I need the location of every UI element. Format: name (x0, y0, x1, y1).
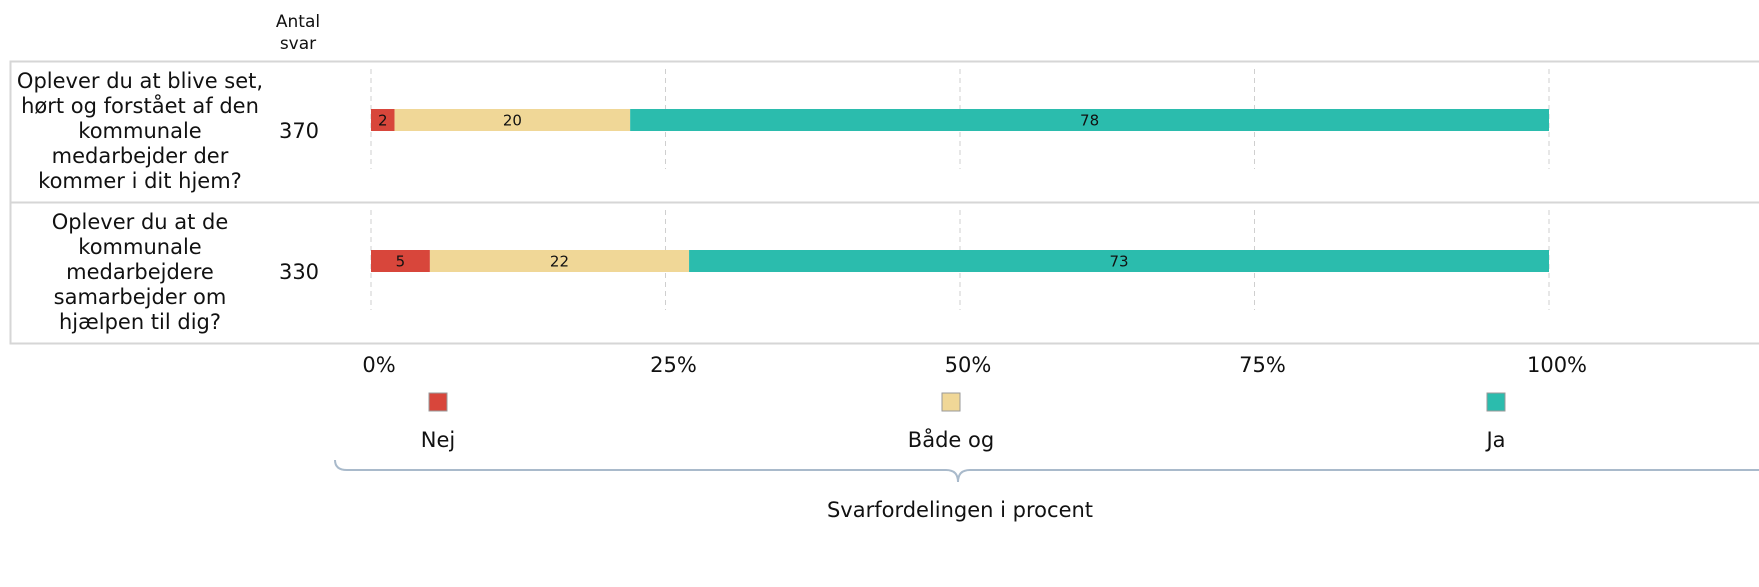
legend-label: Ja (1484, 428, 1505, 452)
bar-segment (394, 109, 631, 131)
bar-segment (371, 250, 430, 272)
data-label: 2 (378, 112, 388, 130)
x-axis-label: Svarfordelingen i procent (827, 498, 1093, 522)
bar-segment (371, 109, 395, 131)
bar-segment (689, 250, 1549, 272)
data-label: 5 (396, 253, 406, 271)
data-label: 78 (1080, 112, 1099, 130)
row-box (9, 201, 1759, 345)
bar-segment (429, 250, 690, 272)
data-label: 22 (550, 253, 569, 271)
x-tick-label: 75% (1239, 353, 1286, 377)
legend-label: Både og (908, 427, 994, 452)
x-tick-label: 0% (362, 353, 395, 377)
legend-label: Nej (421, 428, 455, 452)
bar-segment (630, 109, 1549, 131)
count-header: Antal svar (275, 12, 321, 54)
x-tick-label: 25% (650, 353, 697, 377)
count-label: 330 (279, 260, 319, 284)
axis-brace (334, 459, 1759, 483)
x-tick-label: 50% (945, 353, 992, 377)
legend-swatch (941, 392, 961, 412)
row-box (9, 60, 1759, 204)
category-label: Oplever du at blive set, hørt og forståe… (16, 69, 264, 193)
category-label: Oplever du at de kommunale medarbejdere … (51, 210, 229, 334)
count-label: 370 (279, 119, 319, 143)
legend-swatch (428, 392, 448, 412)
data-label: 73 (1109, 253, 1128, 271)
legend-swatch (1486, 392, 1506, 412)
data-label: 20 (503, 112, 522, 130)
x-tick-label: 100% (1527, 353, 1587, 377)
